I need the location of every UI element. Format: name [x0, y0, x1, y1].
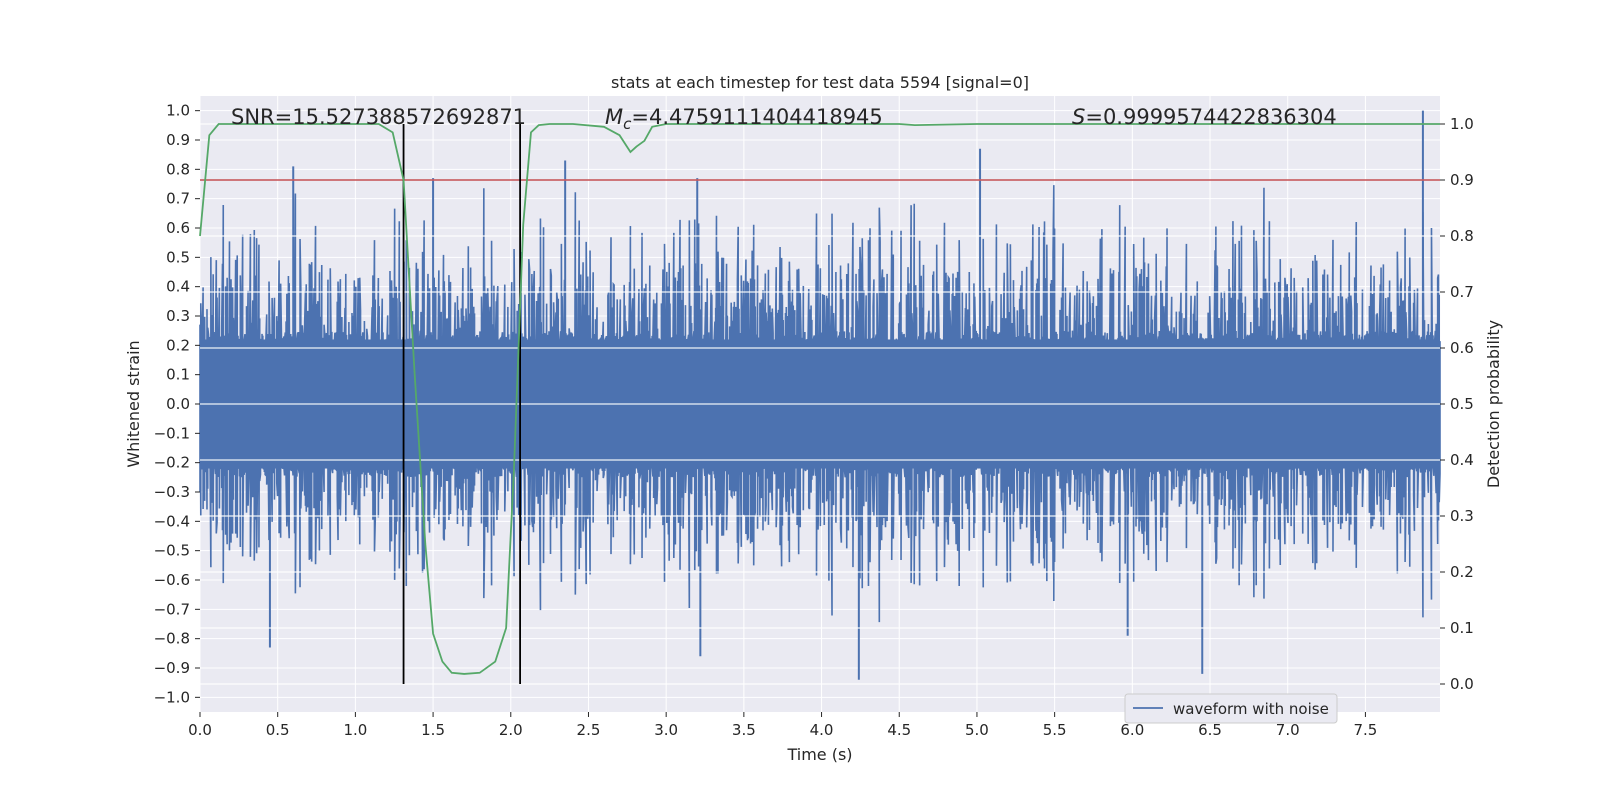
legend: waveform with noise [1124, 693, 1338, 724]
y-tick-label: −0.9 [154, 659, 190, 677]
y-axis-label: Whitened strain [124, 340, 143, 467]
x-tick-label: 6.0 [1120, 721, 1144, 739]
overlays [199, 123, 1440, 685]
x-tick-label: 4.0 [810, 721, 834, 739]
y2-tick-label: 0.3 [1450, 507, 1474, 525]
mc-symbol: M [605, 105, 623, 129]
y2-tick-label: 0.8 [1450, 227, 1474, 245]
y2-tick-label: 1.0 [1450, 115, 1474, 133]
y-tick-label: −0.5 [154, 542, 190, 560]
y-tick-label: 0.5 [166, 248, 190, 266]
y2-tick-label: 0.9 [1450, 171, 1474, 189]
y2-tick-label: 0.1 [1450, 619, 1474, 637]
y-tick-label: −0.2 [154, 454, 190, 472]
y2-tick-label: 0.5 [1450, 395, 1474, 413]
probability-line [199, 123, 1440, 675]
x-tick-label: 4.5 [887, 721, 911, 739]
y-tick-label: 1.0 [166, 102, 190, 120]
mc-annotation: Mc=4.4759111404418945 [605, 105, 883, 133]
s-symbol: S [1072, 105, 1085, 129]
y-tick-label: 0.0 [166, 395, 190, 413]
legend-box [1124, 693, 1338, 724]
y-tick-label: 0.2 [166, 336, 190, 354]
y-axis-right: 1.0 0.9 0.8 0.7 0.6 0.5 0.4 0.3 0.2 0.1 0.0 [1440, 115, 1474, 693]
x-tick-label: 3.5 [732, 721, 756, 739]
x-tick-label: 2.5 [577, 721, 601, 739]
x-axis: 0.0 0.5 1.0 1.5 2.0 2.5 3.0 3.5 4.0 4.5 5.0 5.5 6.0 6… [188, 712, 1377, 739]
y-tick-label: −0.6 [154, 571, 190, 589]
y-tick-label: −0.1 [154, 424, 190, 442]
x-tick-label: 5.5 [1043, 721, 1067, 739]
x-tick-label: 1.0 [343, 721, 367, 739]
y-tick-label: 0.3 [166, 307, 190, 325]
x-tick-label: 1.5 [421, 721, 445, 739]
y2-tick-label: 0.7 [1450, 283, 1474, 301]
chart-title: stats at each timestep for test data 559… [611, 73, 1029, 92]
s-value: =0.9999574422836304 [1085, 105, 1336, 129]
s-annotation: S=0.9999574422836304 [1072, 105, 1337, 129]
x-tick-label: 5.0 [965, 721, 989, 739]
y-tick-label: −1.0 [154, 688, 190, 706]
y2-tick-label: 0.0 [1450, 675, 1474, 693]
x-tick-label: 7.0 [1276, 721, 1300, 739]
y-tick-label: 0.4 [166, 278, 190, 296]
legend-label: waveform with noise [1173, 700, 1329, 718]
x-tick-label: 0.5 [266, 721, 290, 739]
y2-tick-label: 0.2 [1450, 563, 1474, 581]
x-axis-label: Time (s) [786, 745, 852, 764]
y-tick-label: 0.7 [166, 190, 190, 208]
x-tick-label: 6.5 [1198, 721, 1222, 739]
y-tick-label: 0.1 [166, 366, 190, 384]
y-tick-label: −0.4 [154, 512, 190, 530]
y2-tick-label: 0.6 [1450, 339, 1474, 357]
x-tick-label: 7.5 [1353, 721, 1377, 739]
y-tick-label: 0.6 [166, 219, 190, 237]
y2-axis-label: Detection probability [1484, 320, 1503, 488]
y2-tick-label: 0.4 [1450, 451, 1474, 469]
y-tick-label: 0.8 [166, 160, 190, 178]
y-tick-label: −0.3 [154, 483, 190, 501]
x-tick-label: 0.0 [188, 721, 212, 739]
y-tick-label: −0.7 [154, 600, 190, 618]
y-tick-label: −0.8 [154, 630, 190, 648]
x-tick-label: 3.0 [654, 721, 678, 739]
mc-subscript: c [623, 115, 632, 133]
y-axis-left: 1.0 0.9 0.8 0.7 0.6 0.5 0.4 0.3 0.2 0.1 0.0 −0.1 −0.… [154, 102, 200, 706]
y-tick-label: 0.9 [166, 131, 190, 149]
mc-value: =4.4759111404418945 [631, 105, 882, 129]
x-tick-label: 2.0 [499, 721, 523, 739]
snr-annotation: SNR=15.527388572692871 [231, 105, 526, 129]
